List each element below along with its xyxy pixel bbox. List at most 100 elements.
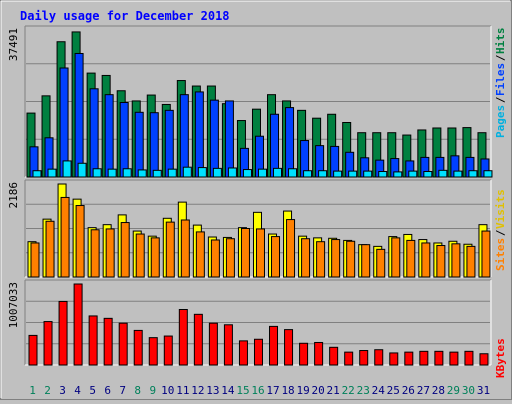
legend-item-kbytes: KBytes bbox=[494, 338, 507, 378]
bar-files-day-17 bbox=[270, 113, 280, 178]
x-tick-label-day-8: 8 bbox=[134, 384, 141, 397]
bar-pages-day-5 bbox=[92, 168, 102, 178]
legend: Sites /Visits bbox=[494, 189, 507, 271]
panel-2: 2186 bbox=[7, 179, 492, 278]
bar-sites-day-30 bbox=[466, 245, 476, 278]
x-tick-label-day-5: 5 bbox=[89, 384, 96, 397]
x-tick-label-day-26: 26 bbox=[402, 384, 415, 397]
bar-pages-day-17 bbox=[273, 167, 283, 178]
y-max-label: 37491 bbox=[7, 28, 20, 61]
x-tick-label-day-31: 31 bbox=[477, 384, 490, 397]
bar-kbytes-day-27 bbox=[419, 350, 429, 366]
chart-title: Daily usage for December 2018 bbox=[20, 9, 230, 23]
bar-sites-day-23 bbox=[361, 244, 371, 278]
x-tick-label-day-19: 19 bbox=[296, 384, 309, 397]
bar-sites-day-26 bbox=[406, 239, 416, 278]
bar-pages-day-9 bbox=[152, 169, 162, 178]
bar-kbytes-day-18 bbox=[284, 329, 294, 366]
bar-sites-day-21 bbox=[331, 239, 341, 278]
bar-kbytes-day-20 bbox=[314, 341, 324, 366]
x-tick-label-day-30: 30 bbox=[462, 384, 475, 397]
bar-pages-day-4 bbox=[77, 162, 87, 178]
bar-files-day-7 bbox=[119, 102, 129, 178]
bar-sites-day-28 bbox=[436, 245, 446, 278]
bar-pages-day-16 bbox=[257, 168, 267, 178]
bar-kbytes-day-23 bbox=[359, 350, 369, 366]
x-tick-label-day-12: 12 bbox=[191, 384, 204, 397]
bar-sites-day-6 bbox=[105, 228, 115, 278]
bar-kbytes-day-30 bbox=[464, 350, 474, 366]
bar-kbytes-day-25 bbox=[389, 352, 399, 366]
bar-pages-day-11 bbox=[182, 166, 192, 178]
bar-pages-day-21 bbox=[333, 170, 343, 178]
legend-item-hits: Hits bbox=[494, 28, 507, 55]
bar-sites-day-22 bbox=[346, 240, 356, 278]
bar-sites-day-17 bbox=[271, 236, 281, 278]
bar-sites-day-9 bbox=[150, 237, 160, 278]
bar-pages-day-28 bbox=[438, 169, 448, 178]
bar-sites-day-29 bbox=[451, 243, 461, 278]
bar-pages-day-14 bbox=[227, 167, 237, 178]
bar-kbytes-day-10 bbox=[163, 335, 173, 366]
legend-item-visits: Visits bbox=[494, 189, 507, 229]
bar-files-day-9 bbox=[149, 112, 159, 178]
bar-files-day-12 bbox=[194, 91, 204, 178]
legend-item-files: Files bbox=[494, 63, 507, 96]
bar-sites-day-2 bbox=[45, 220, 55, 278]
x-tick-label-day-9: 9 bbox=[149, 384, 156, 397]
bar-files-day-4 bbox=[74, 52, 84, 178]
x-tick-label-day-27: 27 bbox=[417, 384, 430, 397]
y-max-label: 1007033 bbox=[7, 282, 20, 328]
bar-kbytes-day-21 bbox=[329, 346, 339, 366]
bar-pages-day-24 bbox=[378, 171, 388, 178]
legend: KBytes bbox=[494, 338, 507, 378]
bar-pages-day-6 bbox=[107, 168, 117, 178]
bar-kbytes-day-14 bbox=[223, 324, 233, 366]
bar-kbytes-day-26 bbox=[404, 351, 414, 366]
legend-separator: / bbox=[494, 54, 507, 61]
bar-pages-day-13 bbox=[212, 167, 222, 178]
bar-files-day-14 bbox=[224, 100, 234, 178]
bar-sites-day-4 bbox=[75, 205, 85, 278]
x-tick-label-day-28: 28 bbox=[432, 384, 445, 397]
bar-pages-day-10 bbox=[167, 168, 177, 178]
bar-sites-day-24 bbox=[376, 248, 386, 278]
bar-files-day-8 bbox=[134, 111, 144, 178]
bar-files-day-18 bbox=[285, 107, 295, 178]
bar-files-day-13 bbox=[209, 99, 219, 178]
bar-kbytes-day-9 bbox=[148, 337, 158, 366]
bar-pages-day-22 bbox=[348, 170, 358, 178]
legend: Pages/Files/Hits bbox=[494, 28, 507, 139]
bar-files-day-10 bbox=[164, 109, 174, 178]
x-tick-label-day-18: 18 bbox=[281, 384, 294, 397]
bar-sites-day-27 bbox=[421, 242, 431, 278]
bar-sites-day-14 bbox=[225, 238, 235, 278]
panel-3: 1007033 bbox=[7, 279, 492, 366]
bar-kbytes-day-13 bbox=[208, 322, 218, 366]
x-tick-label-day-13: 13 bbox=[206, 384, 219, 397]
bar-kbytes-day-16 bbox=[253, 338, 263, 366]
bar-sites-day-13 bbox=[210, 239, 220, 278]
bar-kbytes-day-22 bbox=[344, 351, 354, 366]
bar-pages-day-12 bbox=[197, 167, 207, 178]
x-tick-label-day-25: 25 bbox=[387, 384, 400, 397]
bar-pages-day-7 bbox=[122, 168, 132, 178]
bar-pages-day-26 bbox=[408, 170, 418, 178]
bar-pages-day-30 bbox=[468, 170, 478, 178]
bar-sites-day-1 bbox=[30, 242, 40, 278]
bar-kbytes-day-19 bbox=[299, 342, 309, 366]
bar-pages-day-29 bbox=[453, 170, 463, 178]
bar-kbytes-day-24 bbox=[374, 349, 384, 366]
x-tick-label-day-14: 14 bbox=[221, 384, 235, 397]
legend-separator: / bbox=[494, 229, 507, 236]
legend-item-pages: Pages bbox=[494, 105, 507, 138]
x-tick-label-day-1: 1 bbox=[29, 384, 36, 397]
bar-kbytes-day-3 bbox=[58, 300, 68, 366]
x-tick-label-day-2: 2 bbox=[44, 384, 51, 397]
bar-kbytes-day-15 bbox=[238, 340, 248, 366]
bar-sites-day-12 bbox=[195, 231, 205, 278]
bar-files-day-11 bbox=[179, 94, 189, 178]
bar-files-day-5 bbox=[89, 88, 99, 178]
